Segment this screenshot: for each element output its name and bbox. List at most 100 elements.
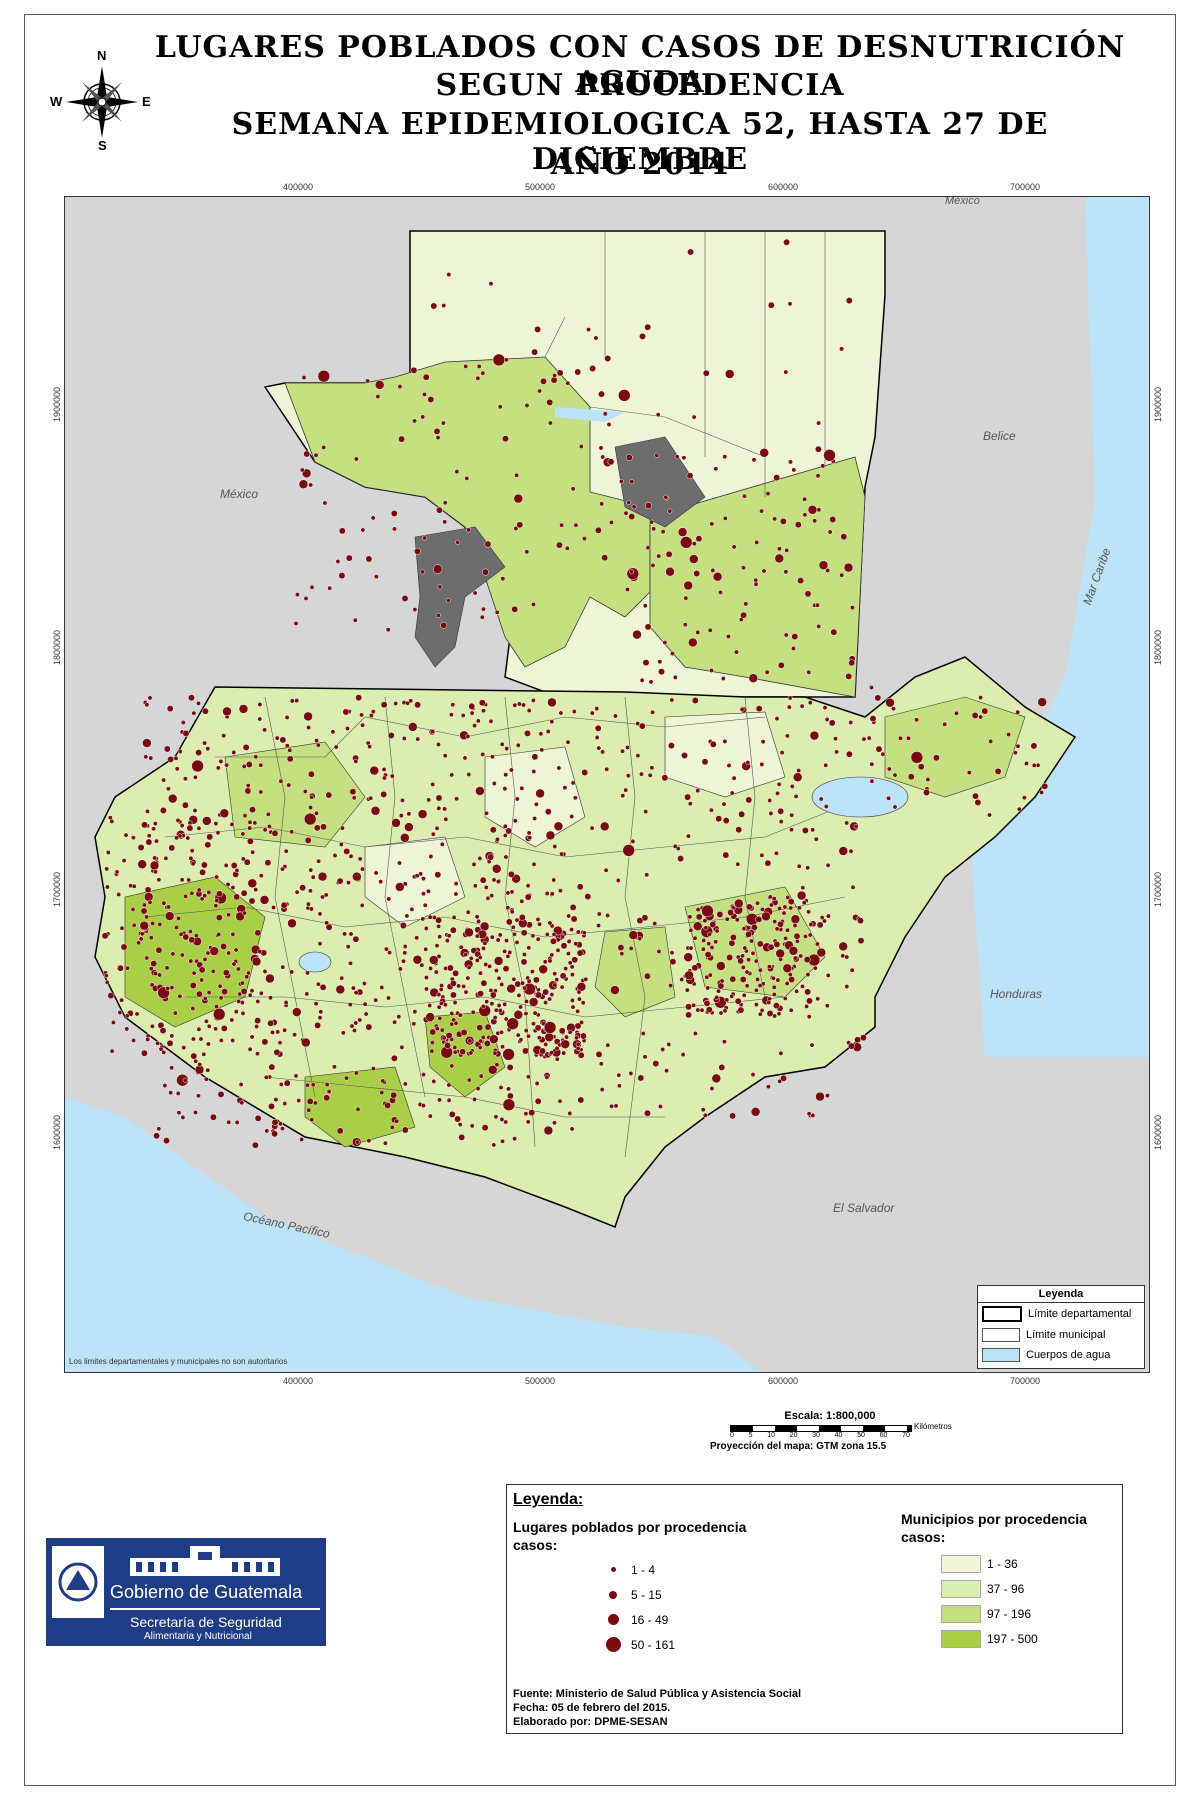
dot-size-3-icon — [607, 1614, 619, 1625]
populated-place-dot — [660, 529, 666, 535]
populated-place-dot — [402, 881, 408, 887]
populated-place-dot — [223, 862, 229, 868]
populated-place-dot — [389, 773, 395, 779]
populated-place-dot — [485, 895, 491, 901]
populated-place-dot — [430, 781, 436, 787]
populated-place-dot — [414, 701, 422, 709]
populated-place-dot — [387, 950, 393, 956]
populated-place-dot — [635, 753, 641, 759]
populated-place-dot — [779, 517, 787, 525]
populated-place-dot — [283, 1000, 289, 1005]
populated-place-dot — [838, 846, 849, 856]
populated-place-dot — [738, 810, 746, 818]
populated-place-dot — [522, 1047, 529, 1055]
populated-place-dot — [299, 884, 307, 892]
populated-place-dot — [576, 996, 582, 1002]
populated-place-dot — [978, 695, 984, 701]
populated-place-dot — [370, 515, 376, 521]
populated-place-dot — [246, 970, 252, 976]
populated-place-dot — [787, 972, 793, 978]
populated-place-dot — [469, 1123, 475, 1129]
populated-place-dot — [556, 541, 563, 549]
populated-place-dot — [349, 1023, 355, 1029]
populated-place-dot — [352, 617, 358, 623]
populated-place-dot — [189, 890, 195, 896]
populated-place-dot — [352, 935, 360, 943]
populated-place-dot — [559, 851, 565, 857]
populated-place-dot — [247, 992, 253, 998]
populated-place-dot — [294, 592, 300, 598]
populated-place-dot — [551, 877, 557, 883]
populated-place-dot — [390, 1054, 398, 1062]
populated-place-dot — [910, 751, 924, 764]
populated-place-dot — [691, 1002, 697, 1008]
points-legend-item: 16 - 49 — [603, 1607, 675, 1632]
title-line-4: Año 2014 — [550, 147, 730, 182]
populated-place-dot — [651, 526, 657, 532]
map-panel[interactable]: México México Belice Mar Caribe Honduras… — [64, 196, 1150, 1373]
populated-place-dot — [771, 984, 777, 990]
map-legend-item: Límite municipal — [978, 1325, 1144, 1345]
populated-place-dot — [261, 1038, 269, 1046]
populated-place-dot — [446, 1082, 452, 1088]
populated-place-dot — [502, 1048, 515, 1061]
populated-place-dot — [176, 915, 181, 921]
populated-place-dot — [777, 906, 783, 911]
populated-place-dot — [516, 701, 522, 707]
populated-place-dot — [625, 587, 630, 592]
populated-place-dot — [384, 1102, 392, 1109]
populated-place-dot — [117, 1010, 123, 1015]
populated-place-dot — [462, 755, 468, 761]
populated-place-dot — [196, 887, 202, 893]
populated-place-dot — [387, 732, 395, 739]
populated-place-dot — [570, 915, 578, 923]
populated-place-dot — [801, 827, 809, 834]
populated-place-dot — [556, 765, 562, 771]
points-legend-label: 50 - 161 — [631, 1637, 676, 1652]
populated-place-dot — [701, 938, 707, 943]
populated-place-dot — [782, 904, 788, 910]
populated-place-dot — [544, 932, 550, 937]
populated-place-dot — [598, 390, 605, 398]
populated-place-dot — [612, 713, 618, 719]
muni-swatch — [941, 1554, 981, 1573]
populated-place-dot — [470, 1009, 476, 1015]
populated-place-dot — [187, 820, 193, 826]
lake-atitlan — [298, 951, 332, 973]
populated-place-dot — [187, 929, 193, 934]
populated-place-dot — [526, 708, 532, 713]
populated-place-dot — [475, 786, 485, 796]
populated-place-dot — [157, 972, 162, 978]
populated-place-dot — [582, 536, 587, 542]
populated-place-dot — [544, 1074, 550, 1080]
populated-place-dot — [476, 363, 482, 369]
populated-place-dot — [317, 871, 328, 882]
populated-place-dot — [199, 868, 207, 876]
populated-place-dot — [794, 988, 800, 994]
y-tick-right-1: 1900000 — [1153, 386, 1163, 422]
populated-place-dot — [289, 829, 295, 835]
populated-place-dot — [792, 955, 798, 961]
populated-place-dot — [373, 997, 379, 1003]
populated-place-dot — [750, 923, 758, 931]
x-tick-top-4: 700000 — [1010, 182, 1041, 192]
populated-place-dot — [365, 555, 373, 563]
populated-place-dot — [283, 1079, 291, 1087]
populated-place-dot — [274, 735, 280, 741]
populated-place-dot — [600, 749, 606, 755]
map-legend-title: Leyenda — [978, 1286, 1144, 1303]
populated-place-dot — [436, 1004, 442, 1010]
swatch-limite-departamental — [982, 1306, 1022, 1322]
populated-place-dot — [695, 913, 703, 921]
populated-place-dot — [503, 772, 509, 778]
populated-place-dot — [308, 906, 314, 912]
populated-place-dot — [531, 753, 539, 761]
populated-place-dot — [215, 914, 223, 922]
populated-place-dot — [741, 565, 746, 571]
populated-place-dot — [109, 1048, 115, 1054]
populated-place-dot — [433, 969, 439, 975]
populated-place-dot — [446, 933, 452, 939]
populated-place-dot — [305, 1082, 310, 1088]
populated-place-dot — [353, 758, 359, 764]
populated-place-dot — [275, 1029, 281, 1035]
